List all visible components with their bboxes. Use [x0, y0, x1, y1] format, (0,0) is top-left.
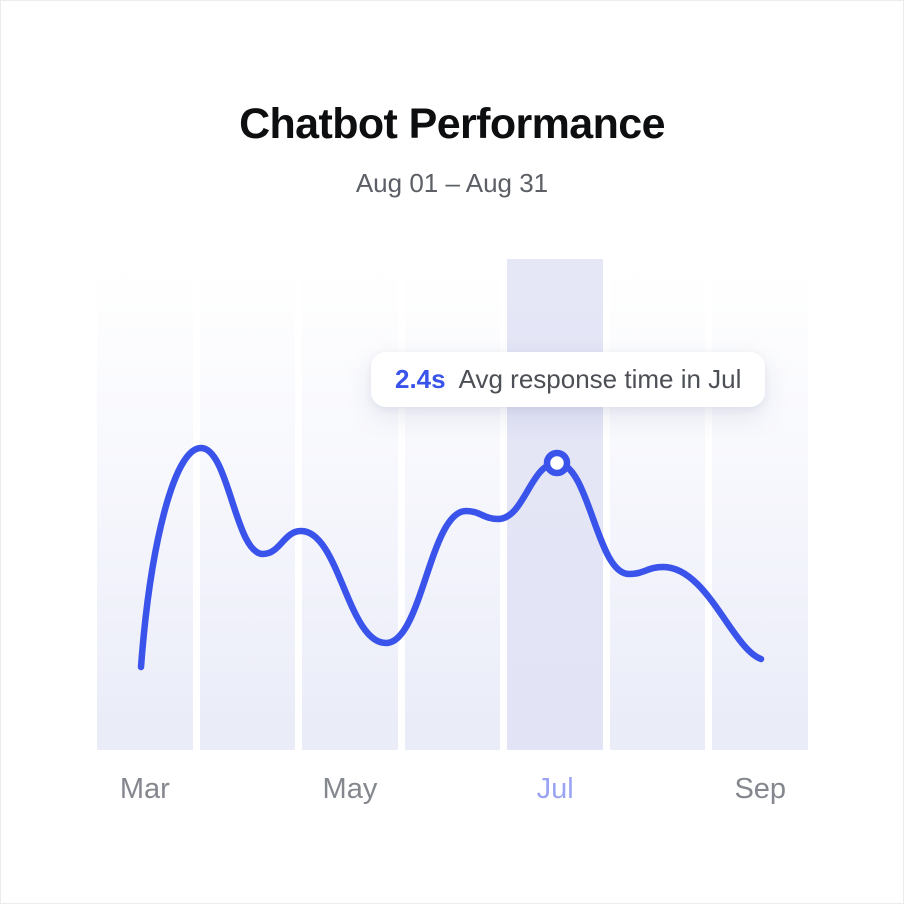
x-tick-empty	[610, 773, 706, 806]
month-band-may[interactable]	[302, 265, 398, 750]
month-bands	[97, 259, 809, 750]
x-tick-mar: Mar	[119, 773, 170, 805]
x-tick-sep: Sep	[734, 773, 787, 805]
tooltip-label: Avg response time in Jul	[458, 364, 742, 394]
jul-data-point-marker[interactable]	[543, 449, 571, 477]
x-tick-empty	[200, 773, 296, 806]
x-axis-labels: Mar May Jul Sep	[97, 773, 808, 806]
x-tick-may: May	[322, 773, 378, 805]
x-tick-jul: Jul	[536, 773, 574, 805]
response-time-line	[137, 444, 765, 671]
month-band-apr[interactable]	[199, 265, 296, 750]
tooltip: 2.4s Avg response time in Jul	[371, 352, 766, 407]
chart-header: Chatbot Performance Aug 01 – Aug 31	[1, 100, 903, 199]
month-band-aug[interactable]	[609, 265, 706, 750]
tooltip-value: 2.4s	[395, 364, 446, 394]
month-band-mar[interactable]	[97, 265, 193, 750]
x-tick-empty	[405, 773, 501, 806]
month-band-jun[interactable]	[404, 265, 501, 750]
date-range-subtitle: Aug 01 – Aug 31	[355, 168, 549, 198]
page-title: Chatbot Performance	[239, 100, 665, 148]
month-band-sep[interactable]	[712, 265, 809, 750]
